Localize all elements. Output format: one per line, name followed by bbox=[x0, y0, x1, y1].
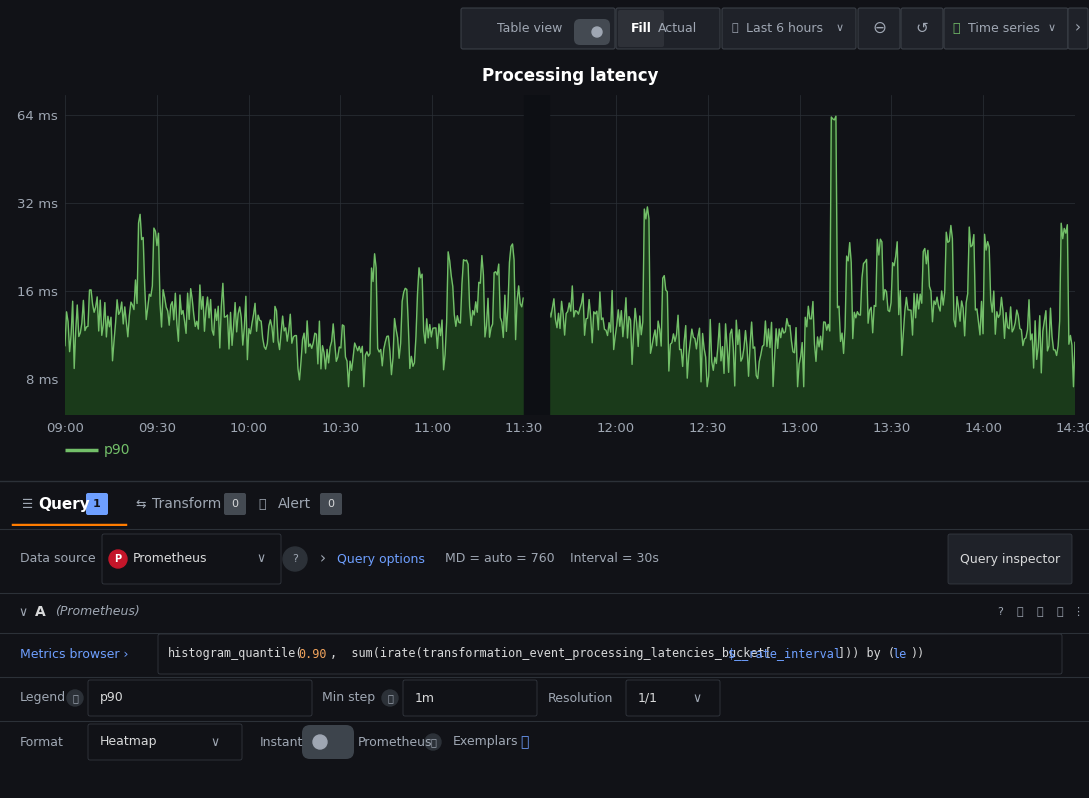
FancyBboxPatch shape bbox=[722, 8, 856, 49]
Text: 0: 0 bbox=[328, 499, 334, 509]
FancyBboxPatch shape bbox=[461, 8, 615, 49]
FancyBboxPatch shape bbox=[102, 534, 281, 584]
Circle shape bbox=[425, 734, 441, 750]
Text: ])) by (: ])) by ( bbox=[839, 647, 895, 661]
FancyBboxPatch shape bbox=[224, 493, 246, 515]
FancyBboxPatch shape bbox=[403, 680, 537, 716]
Text: ⓘ: ⓘ bbox=[430, 737, 436, 747]
Text: Table view: Table view bbox=[497, 22, 562, 34]
Text: 1: 1 bbox=[94, 499, 101, 509]
FancyBboxPatch shape bbox=[158, 634, 1062, 674]
Text: 🗑: 🗑 bbox=[1056, 607, 1063, 617]
Text: Time series: Time series bbox=[968, 22, 1040, 34]
FancyBboxPatch shape bbox=[617, 10, 664, 47]
Text: 👁: 👁 bbox=[1037, 607, 1043, 617]
Text: ∨: ∨ bbox=[836, 23, 844, 33]
Text: MD = auto = 760: MD = auto = 760 bbox=[445, 552, 554, 566]
Text: Alert: Alert bbox=[278, 497, 311, 511]
Bar bbox=[524, 95, 549, 415]
Text: Resolution: Resolution bbox=[548, 692, 613, 705]
Circle shape bbox=[313, 735, 327, 749]
FancyBboxPatch shape bbox=[574, 19, 610, 45]
Text: p90: p90 bbox=[105, 443, 131, 457]
Text: Metrics browser ›: Metrics browser › bbox=[20, 647, 129, 661]
Text: ∨: ∨ bbox=[256, 552, 265, 566]
Text: Interval = 30s: Interval = 30s bbox=[570, 552, 659, 566]
Text: ↺: ↺ bbox=[916, 21, 929, 35]
FancyBboxPatch shape bbox=[320, 493, 342, 515]
Text: Fill: Fill bbox=[631, 22, 651, 34]
FancyBboxPatch shape bbox=[616, 8, 720, 49]
Text: 1m: 1m bbox=[415, 692, 435, 705]
Text: le: le bbox=[892, 647, 906, 661]
Text: Heatmap: Heatmap bbox=[100, 736, 158, 749]
Text: Exemplars: Exemplars bbox=[453, 736, 518, 749]
Text: (Prometheus): (Prometheus) bbox=[56, 606, 139, 618]
Text: 🔔: 🔔 bbox=[258, 497, 266, 511]
Circle shape bbox=[592, 27, 602, 37]
Text: histogram_quantile(: histogram_quantile( bbox=[168, 647, 304, 661]
Text: ⋮: ⋮ bbox=[1073, 607, 1084, 617]
Title: Processing latency: Processing latency bbox=[481, 67, 658, 85]
Text: Instant: Instant bbox=[260, 736, 304, 749]
Text: Query options: Query options bbox=[337, 552, 425, 566]
Text: 0.90: 0.90 bbox=[298, 647, 327, 661]
Circle shape bbox=[68, 690, 83, 706]
Text: )): )) bbox=[910, 647, 925, 661]
Text: Query inspector: Query inspector bbox=[959, 552, 1060, 566]
Text: ⏱: ⏱ bbox=[732, 23, 738, 33]
Text: 〜: 〜 bbox=[952, 22, 959, 34]
Text: ,  sum(irate(transformation_event_processing_latencies_bucket[: , sum(irate(transformation_event_process… bbox=[330, 647, 772, 661]
FancyBboxPatch shape bbox=[901, 8, 943, 49]
Text: ☰: ☰ bbox=[22, 497, 34, 511]
Text: ›: › bbox=[320, 551, 326, 567]
FancyBboxPatch shape bbox=[944, 8, 1068, 49]
Text: ⓘ: ⓘ bbox=[72, 693, 78, 703]
Text: $__rate_interval: $__rate_interval bbox=[729, 647, 842, 661]
Text: Data source: Data source bbox=[20, 552, 96, 566]
Text: Legend: Legend bbox=[20, 692, 66, 705]
Text: Prometheus: Prometheus bbox=[133, 552, 208, 566]
FancyBboxPatch shape bbox=[302, 725, 354, 759]
FancyBboxPatch shape bbox=[86, 493, 108, 515]
Text: ⓘ: ⓘ bbox=[387, 693, 393, 703]
Text: Format: Format bbox=[20, 736, 64, 749]
Text: Actual: Actual bbox=[659, 22, 698, 34]
FancyBboxPatch shape bbox=[1068, 8, 1088, 49]
Text: ⇆: ⇆ bbox=[135, 497, 146, 511]
Text: p90: p90 bbox=[100, 692, 124, 705]
Text: Min step: Min step bbox=[322, 692, 375, 705]
Text: 👁: 👁 bbox=[519, 735, 528, 749]
Text: ∨: ∨ bbox=[210, 736, 219, 749]
Text: ›: › bbox=[1075, 21, 1081, 35]
Circle shape bbox=[109, 550, 127, 568]
Circle shape bbox=[283, 547, 307, 571]
Text: ⊖: ⊖ bbox=[872, 19, 886, 37]
FancyBboxPatch shape bbox=[949, 534, 1072, 584]
Text: A: A bbox=[35, 605, 46, 619]
Text: P: P bbox=[114, 554, 122, 564]
Text: ∨: ∨ bbox=[19, 606, 27, 618]
Text: Last 6 hours: Last 6 hours bbox=[746, 22, 823, 34]
Text: Query: Query bbox=[38, 496, 89, 512]
FancyBboxPatch shape bbox=[88, 724, 242, 760]
Circle shape bbox=[382, 690, 397, 706]
Text: ?: ? bbox=[998, 607, 1003, 617]
Text: ∨: ∨ bbox=[692, 692, 701, 705]
FancyBboxPatch shape bbox=[626, 680, 720, 716]
Text: 0: 0 bbox=[232, 499, 238, 509]
Text: ∨: ∨ bbox=[1048, 23, 1056, 33]
Text: 1/1: 1/1 bbox=[638, 692, 658, 705]
Text: ?: ? bbox=[292, 554, 298, 564]
Text: Prometheus: Prometheus bbox=[358, 736, 432, 749]
Text: ⧉: ⧉ bbox=[1017, 607, 1024, 617]
FancyBboxPatch shape bbox=[858, 8, 900, 49]
FancyBboxPatch shape bbox=[88, 680, 313, 716]
Text: Transform: Transform bbox=[152, 497, 221, 511]
